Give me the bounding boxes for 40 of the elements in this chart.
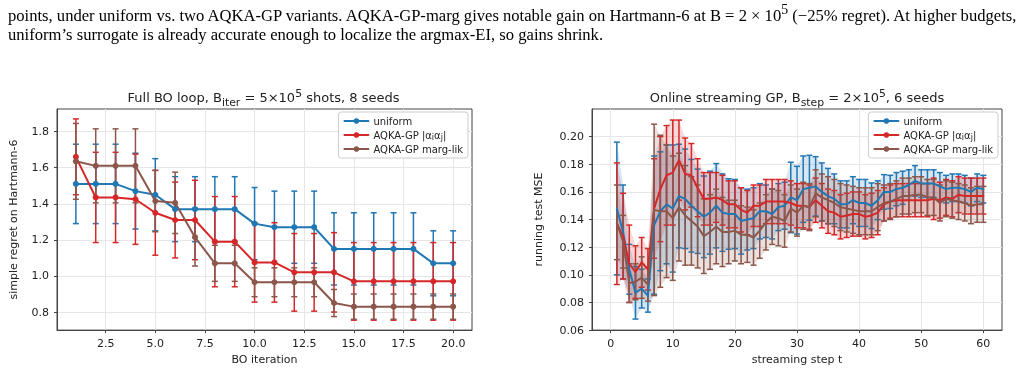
y-axis-title: running test MSE xyxy=(532,172,545,267)
x-tick-label: 15.0 xyxy=(341,337,367,351)
y-tick-label: 0.12 xyxy=(559,240,584,254)
x-tick-label: 0 xyxy=(607,337,615,351)
x-tick-label: 10 xyxy=(665,337,680,351)
x-tick-label: 50 xyxy=(914,337,929,351)
legend-label: uniform xyxy=(903,115,943,127)
x-tick-label: 7.5 xyxy=(196,337,214,351)
x-tick-label: 17.5 xyxy=(391,337,416,351)
y-tick-label: 0.10 xyxy=(559,268,584,282)
chart-title: Online streaming GP, B$_{step}$ = 2×10$^{5}$, 6 seeds xyxy=(648,87,946,109)
x-tick-label: 20 xyxy=(727,337,742,351)
legend-label: AQKA-GP marg-lik xyxy=(903,143,994,155)
y-tick-label: 1.4 xyxy=(31,197,49,211)
y-axis-title: simple regret on Hartmann-6 xyxy=(7,139,20,300)
x-axis-title: streaming step t xyxy=(751,353,844,366)
y-tick-label: 0.14 xyxy=(559,213,584,227)
chart-title: Full BO loop, B$_{iter}$ = 5×10$^{5}$ shots, 8 seeds xyxy=(126,87,401,109)
y-tick-label: 1.6 xyxy=(31,161,49,175)
x-tick-label: 30 xyxy=(790,337,804,351)
y-tick-label: 0.16 xyxy=(559,185,584,199)
y-tick-label: 0.18 xyxy=(559,157,584,171)
x-tick-label: 10.0 xyxy=(242,337,267,351)
y-tick-label: 1.0 xyxy=(31,269,49,283)
text: points, under uniform vs. two AQKA-GP variants. AQKA-GP-marg gives notable gain on Hartmann-6 at B = 2 × 10$^{5}$ (−25% regret). At higher budgets, uniform’s surrogate is already accurate enough to localize the argmax-EI, so gains shrink. xyxy=(8,2,1017,44)
x-tick-label: 12.5 xyxy=(291,337,317,351)
x-tick-label: 20.0 xyxy=(440,337,466,351)
y-tick-label: 0.20 xyxy=(559,130,584,144)
x-axis-title: BO iteration xyxy=(231,353,298,366)
legend-label: uniform xyxy=(373,115,413,127)
y-tick-label: 0.8 xyxy=(31,305,49,319)
y-tick-label: 1.8 xyxy=(31,125,49,139)
y-tick-label: 1.2 xyxy=(31,233,49,247)
x-tick-label: 5.0 xyxy=(146,337,165,351)
legend-label: AQKA-GP marg-lik xyxy=(373,143,464,155)
y-tick-label: 0.08 xyxy=(559,295,584,309)
y-tick-label: 0.06 xyxy=(559,323,584,337)
x-tick-label: 60 xyxy=(976,337,991,351)
x-tick-label: 40 xyxy=(852,337,867,351)
x-tick-label: 2.5 xyxy=(96,337,115,351)
